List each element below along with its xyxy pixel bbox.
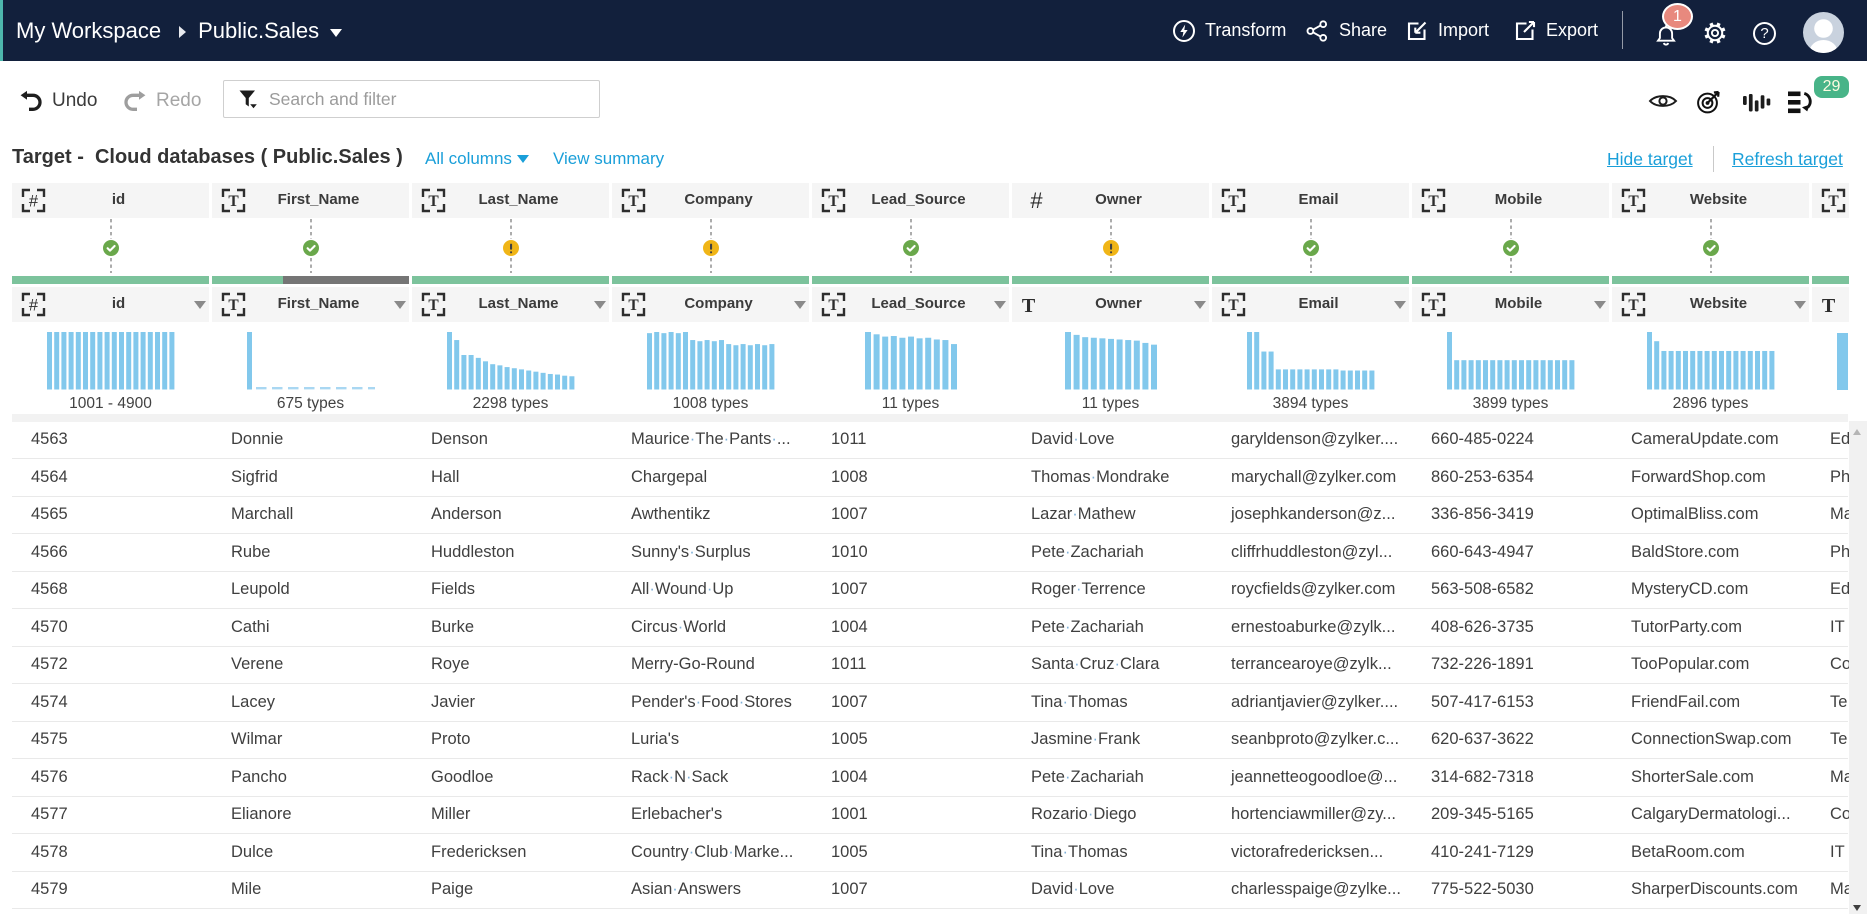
svg-text:T: T <box>1428 297 1439 314</box>
svg-text:#: # <box>1030 188 1043 213</box>
svg-text:#: # <box>29 192 39 210</box>
svg-text:T: T <box>228 297 239 314</box>
svg-text:T: T <box>1228 193 1239 210</box>
svg-text:T: T <box>1428 193 1439 210</box>
svg-text:T: T <box>1828 193 1839 210</box>
svg-text:#: # <box>29 296 39 314</box>
svg-text:T: T <box>628 193 639 210</box>
svg-text:T: T <box>1228 297 1239 314</box>
svg-text:T: T <box>228 193 239 210</box>
svg-text:T: T <box>1822 294 1836 316</box>
svg-text:T: T <box>828 193 839 210</box>
svg-text:T: T <box>428 297 439 314</box>
svg-text:T: T <box>1628 193 1639 210</box>
svg-text:T: T <box>828 297 839 314</box>
svg-text:T: T <box>1628 297 1639 314</box>
svg-text:T: T <box>628 297 639 314</box>
svg-text:T: T <box>1022 294 1036 316</box>
svg-text:T: T <box>428 193 439 210</box>
